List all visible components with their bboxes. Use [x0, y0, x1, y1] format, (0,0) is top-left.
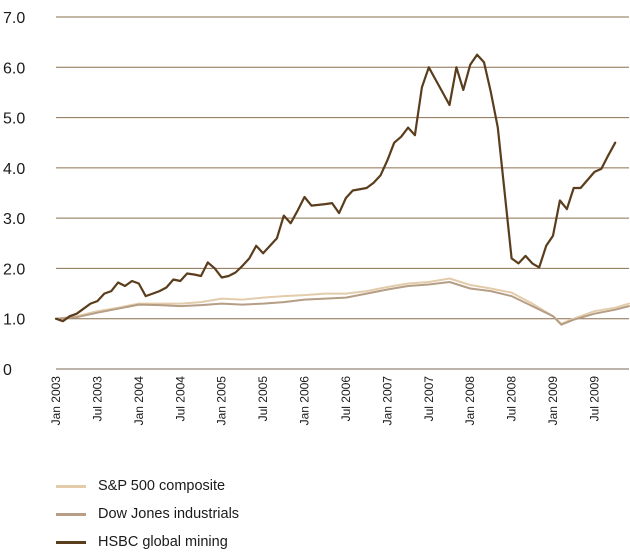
x-tick-label-7: Jul 2006 [339, 376, 353, 422]
legend: S&P 500 composite Dow Jones industrials … [56, 472, 239, 556]
legend-item-dow-jones: Dow Jones industrials [56, 500, 239, 528]
x-axis-tick-labels: Jan 2003 Jul 2003 Jan 2004 Jul 2004 Jan 2005… [49, 376, 601, 426]
legend-item-hsbc-mining: HSBC global mining [56, 528, 239, 556]
x-tick-label-3: Jul 2004 [173, 376, 187, 422]
series-line-s-p-500-composite [55, 277, 630, 325]
legend-swatch-dow-jones [56, 512, 86, 516]
y-tick-label-2: 2.0 [3, 261, 25, 278]
series-line-dow-jones-industrials [55, 281, 630, 326]
y-axis-tick-labels: 0 1.0 2.0 3.0 4.0 5.0 6.0 7.0 [3, 10, 25, 379]
gridlines [56, 16, 629, 370]
x-tick-label-9: Jul 2007 [422, 376, 436, 422]
legend-label-hsbc-mining: HSBC global mining [98, 534, 228, 550]
y-tick-label-6: 6.0 [3, 60, 25, 77]
legend-item-sp500: S&P 500 composite [56, 472, 239, 500]
x-tick-label-13: Jul 2009 [587, 376, 601, 422]
y-tick-label-5: 5.0 [3, 111, 25, 128]
legend-label-sp500: S&P 500 composite [98, 478, 226, 494]
x-tick-label-5: Jul 2005 [256, 376, 270, 422]
y-tick-label-3: 3.0 [3, 211, 25, 228]
series-line-hsbc-global-mining [54, 53, 617, 323]
x-tick-label-12: Jan 2009 [546, 376, 560, 426]
x-tick-label-1: Jul 2003 [90, 376, 104, 422]
x-tick-label-8: Jan 2007 [380, 376, 394, 426]
x-tick-label-11: Jul 2008 [505, 376, 519, 422]
legend-swatch-hsbc-mining [56, 540, 86, 544]
legend-swatch-sp500 [56, 484, 86, 488]
x-tick-label-0: Jan 2003 [49, 376, 63, 426]
y-tick-label-1: 1.0 [3, 312, 25, 329]
series-lines [54, 53, 630, 326]
y-tick-label-0: 0 [3, 362, 12, 379]
line-chart: 01.02.03.04.05.06.07.0 Jan 2003 Jul 2003 J… [3, 10, 630, 426]
x-tick-label-6: Jan 2006 [298, 376, 312, 426]
y-tick-label-4: 4.0 [3, 161, 25, 178]
x-tick-label-10: Jan 2008 [463, 376, 477, 426]
legend-label-dow-jones: Dow Jones industrials [98, 506, 240, 522]
x-tick-label-4: Jan 2005 [215, 376, 229, 426]
y-tick-label-7: 7.0 [3, 10, 25, 27]
x-tick-label-2: Jan 2004 [132, 376, 146, 426]
